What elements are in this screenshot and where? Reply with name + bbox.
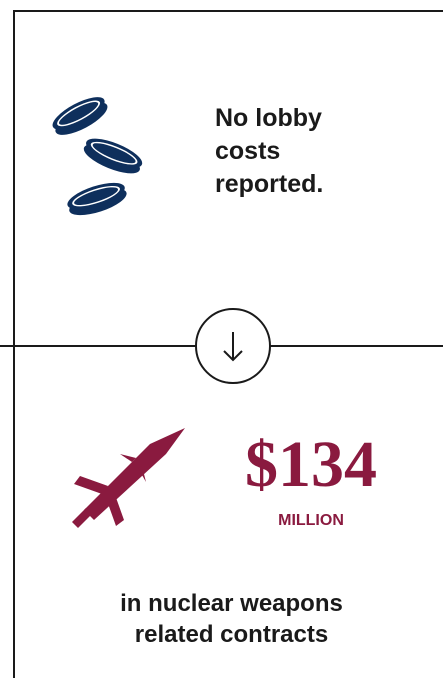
contracts-description: in nuclear weapons related contracts: [20, 588, 443, 650]
contracts-amount-unit: MILLION: [278, 512, 344, 529]
missile-icon: [72, 428, 185, 528]
contracts-description-line2: related contracts: [134, 621, 329, 648]
contracts-amount: $134: [245, 428, 377, 501]
lobby-costs-text: No lobby costs reported.: [215, 104, 324, 198]
card-top-border: [13, 10, 443, 12]
contracts-description-line1: in nuclear weapons: [120, 590, 343, 617]
card-left-border: [13, 10, 15, 678]
arrow-down-icon: [195, 308, 271, 384]
coins-icon: [52, 97, 143, 216]
